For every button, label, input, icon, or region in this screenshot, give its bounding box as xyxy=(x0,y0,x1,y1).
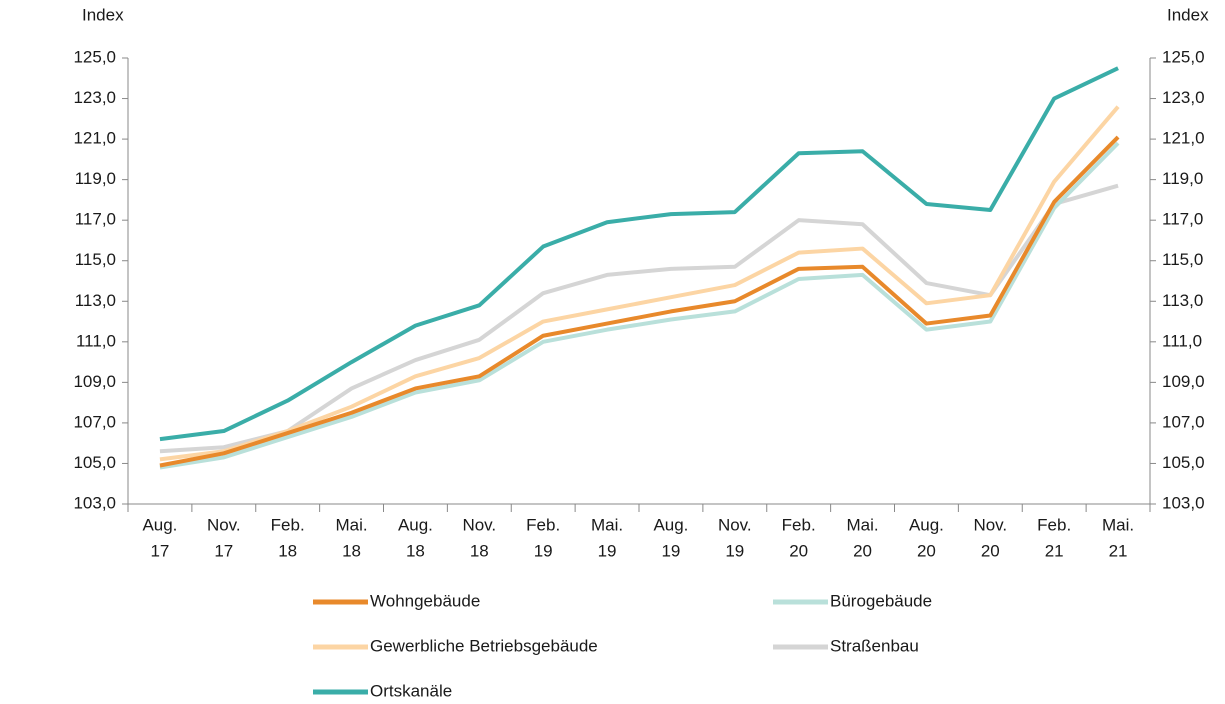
y-tick-label: 117,0 xyxy=(75,210,116,229)
x-tick-label: 20 xyxy=(981,541,1000,560)
series-line xyxy=(159,105,1120,462)
x-tick-label: 18 xyxy=(278,541,297,560)
x-tick-label: Nov. xyxy=(462,515,496,534)
x-tick-label: Feb. xyxy=(782,515,816,534)
y-tick-label: 125,0 xyxy=(73,47,116,66)
y2-tick-label: 119,0 xyxy=(1162,169,1203,188)
x-tick-label: Mai. xyxy=(1102,515,1134,534)
y2-tick-label: 123,0 xyxy=(1162,88,1205,107)
y2-tick-label: 103,0 xyxy=(1162,493,1205,512)
x-tick-label: Feb. xyxy=(1037,515,1071,534)
y-tick-label: 107,0 xyxy=(73,412,116,431)
y-tick-label: 109,0 xyxy=(73,372,116,391)
series-line xyxy=(159,66,1119,442)
y-tick-label: 121,0 xyxy=(73,129,116,148)
y2-tick-label: 109,0 xyxy=(1162,372,1205,391)
x-tick-label: 21 xyxy=(1045,541,1064,560)
y2-tick-label: 113,0 xyxy=(1162,291,1203,310)
x-tick-label: Mai. xyxy=(591,515,623,534)
x-tick-label: 19 xyxy=(534,541,553,560)
x-tick-label: 17 xyxy=(214,541,233,560)
x-tick-label: Mai. xyxy=(336,515,368,534)
x-tick-label: Feb. xyxy=(271,515,305,534)
x-tick-label: 19 xyxy=(598,541,617,560)
x-tick-label: 18 xyxy=(406,541,425,560)
x-tick-label: 18 xyxy=(342,541,361,560)
y2-axis-label: Index xyxy=(1167,5,1209,24)
y2-tick-label: 121,0 xyxy=(1162,129,1205,148)
x-tick-label: Aug. xyxy=(142,515,177,534)
y-tick-label: 113,0 xyxy=(75,291,116,310)
x-tick-label: Aug. xyxy=(909,515,944,534)
x-tick-label: Aug. xyxy=(653,515,688,534)
series-line xyxy=(159,135,1120,468)
y2-tick-label: 105,0 xyxy=(1162,453,1205,472)
x-tick-label: 20 xyxy=(789,541,808,560)
y2-tick-label: 111,0 xyxy=(1162,331,1202,350)
x-tick-label: Nov. xyxy=(973,515,1007,534)
x-tick-label: 19 xyxy=(661,541,680,560)
y-tick-label: 103,0 xyxy=(73,493,116,512)
series-line xyxy=(159,183,1119,454)
y2-tick-label: 115,0 xyxy=(1162,250,1203,269)
y2-tick-label: 125,0 xyxy=(1162,47,1205,66)
x-tick-label: 19 xyxy=(725,541,744,560)
legend-label: Ortskanäle xyxy=(370,681,452,700)
x-tick-label: 20 xyxy=(917,541,936,560)
x-tick-label: 18 xyxy=(470,541,489,560)
x-tick-label: Aug. xyxy=(398,515,433,534)
y-tick-label: 105,0 xyxy=(73,453,116,472)
x-tick-label: 21 xyxy=(1109,541,1128,560)
legend-label: Wohngebäude xyxy=(370,591,480,610)
y2-tick-label: 117,0 xyxy=(1162,210,1203,229)
y-tick-label: 115,0 xyxy=(75,250,116,269)
x-tick-label: Nov. xyxy=(207,515,241,534)
x-tick-label: Mai. xyxy=(847,515,879,534)
x-tick-label: Feb. xyxy=(526,515,560,534)
y-tick-label: 123,0 xyxy=(73,88,116,107)
x-tick-label: 20 xyxy=(853,541,872,560)
x-tick-label: Nov. xyxy=(718,515,752,534)
legend-label: Bürogebäude xyxy=(830,591,932,610)
legend-label: Gewerbliche Betriebsgebäude xyxy=(370,636,598,655)
series-line xyxy=(159,141,1120,470)
legend-label: Straßenbau xyxy=(830,636,919,655)
y-tick-label: 111,0 xyxy=(76,331,116,350)
y-axis-label: Index xyxy=(82,5,124,24)
y2-tick-label: 107,0 xyxy=(1162,412,1205,431)
x-tick-label: 17 xyxy=(150,541,169,560)
y-tick-label: 119,0 xyxy=(75,169,116,188)
